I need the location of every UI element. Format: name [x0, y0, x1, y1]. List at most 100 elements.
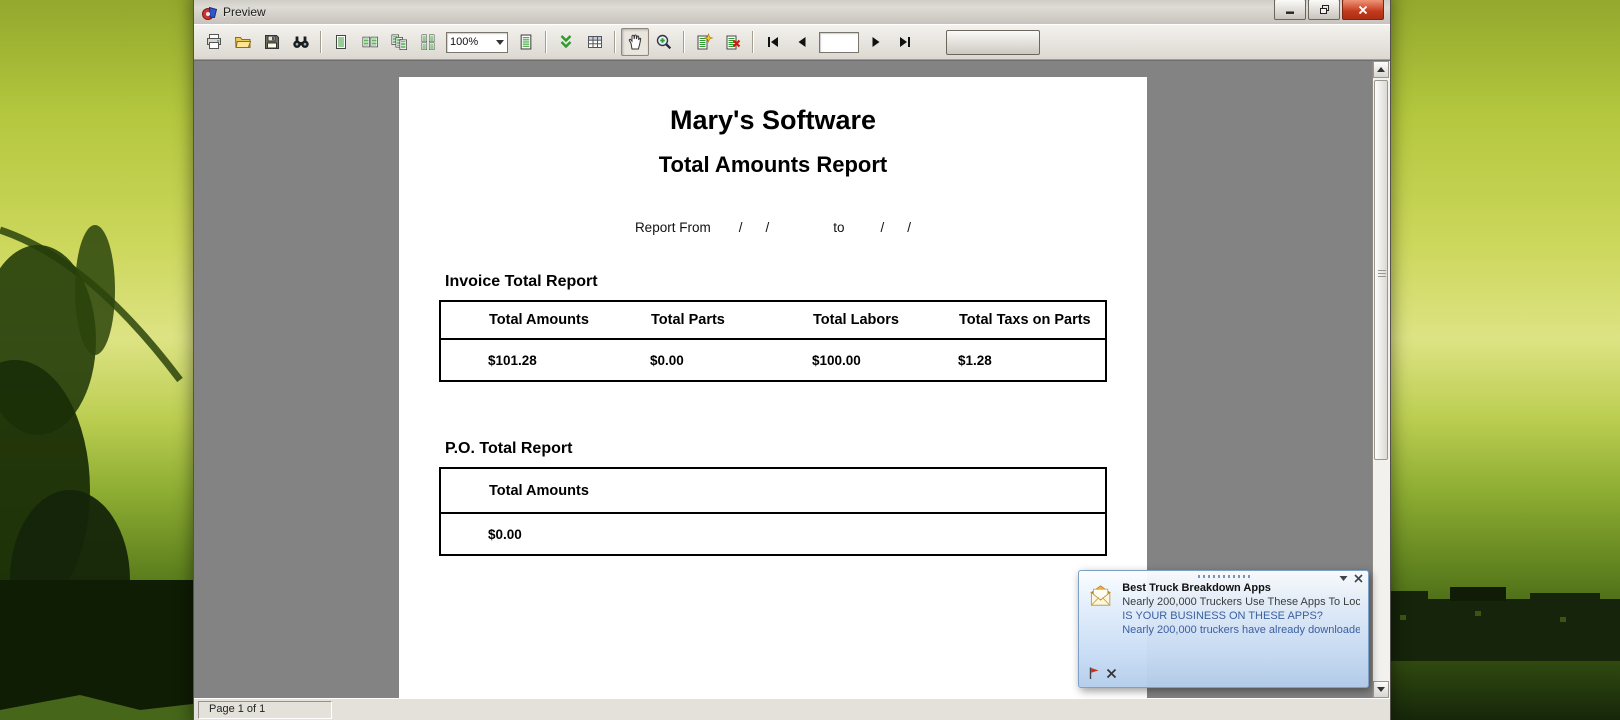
- toolbar: 100%: [194, 24, 1390, 60]
- toolbar-separator: [320, 31, 322, 53]
- page-number-input[interactable]: [819, 31, 859, 53]
- toast-controls: [1339, 574, 1363, 583]
- toast-message: Nearly 200,000 Truckers Use These Apps T…: [1122, 596, 1360, 608]
- print-button[interactable]: [200, 28, 228, 56]
- scrollbar-thumb[interactable]: [1374, 80, 1388, 460]
- report-page-button[interactable]: [512, 28, 540, 56]
- binoculars-icon: [293, 36, 309, 48]
- close-icon: [1358, 5, 1368, 14]
- delete-page-icon: [726, 35, 741, 50]
- column-header: Total Amounts: [489, 482, 589, 499]
- date-to-slash-2: /: [907, 220, 912, 235]
- page-setup-button[interactable]: [581, 28, 609, 56]
- window-controls: [1274, 0, 1384, 20]
- last-page-button[interactable]: [891, 28, 919, 56]
- add-page-icon: [697, 33, 713, 50]
- app-icon: [202, 6, 218, 20]
- report-date-range: Report From / / to / /: [399, 220, 1147, 235]
- hand-icon: [628, 34, 642, 50]
- toast-action-icons: [1088, 666, 1117, 680]
- toast-link-2[interactable]: Nearly 200,000 truckers have already dow…: [1122, 624, 1360, 636]
- delete-page-button[interactable]: [719, 28, 747, 56]
- window-titlebar[interactable]: Preview: [194, 0, 1390, 24]
- invoice-table-header: Total Amounts Total Parts Total Labors T…: [441, 302, 1105, 340]
- drag-handle[interactable]: [1197, 575, 1250, 578]
- scroll-down-button[interactable]: [552, 28, 580, 56]
- open-button[interactable]: [229, 28, 257, 56]
- toast-title: Best Truck Breakdown Apps: [1122, 582, 1271, 594]
- envelope-icon: [1090, 585, 1112, 606]
- date-range-label: Report From: [634, 220, 711, 235]
- toolbar-separator: [545, 31, 547, 53]
- minimize-button[interactable]: [1274, 0, 1306, 20]
- invoice-section-heading: Invoice Total Report: [445, 273, 598, 290]
- first-page-icon: [768, 37, 778, 47]
- zoom-in-tool-button[interactable]: [650, 28, 678, 56]
- toast-options-icon[interactable]: [1339, 575, 1348, 582]
- multi-page-view-icon: [391, 34, 407, 50]
- toast-link-1[interactable]: IS YOUR BUSINESS ON THESE APPS?: [1122, 610, 1323, 622]
- cell-value: $0.00: [488, 526, 522, 542]
- open-folder-icon: [234, 37, 252, 48]
- status-bar: Page 1 of 1: [194, 698, 1390, 720]
- arrow-up-icon: [1377, 67, 1385, 72]
- toolbar-wide-button[interactable]: [946, 29, 1040, 55]
- next-page-button[interactable]: [862, 28, 890, 56]
- toast-close-icon[interactable]: [1354, 574, 1363, 583]
- cell-value: $101.28: [488, 352, 537, 368]
- toolbar-separator: [752, 31, 754, 53]
- prev-page-icon: [798, 37, 806, 47]
- toolbar-separator: [614, 31, 616, 53]
- report-page-icon: [520, 34, 532, 50]
- vertical-scrollbar[interactable]: [1372, 61, 1390, 698]
- column-header: Total Taxs on Parts: [959, 312, 1091, 328]
- page-status: Page 1 of 1: [198, 701, 332, 719]
- toolbar-separator: [683, 31, 685, 53]
- close-button[interactable]: [1342, 0, 1384, 20]
- cell-value: $0.00: [650, 352, 684, 368]
- next-page-icon: [872, 37, 880, 47]
- zoom-select[interactable]: 100%: [446, 31, 508, 53]
- preview-window: Preview: [193, 0, 1391, 720]
- save-button[interactable]: [258, 28, 286, 56]
- two-page-view-button[interactable]: [356, 28, 384, 56]
- column-header: Total Labors: [813, 312, 899, 328]
- invoice-table-row: $101.28 $0.00 $100.00 $1.28: [441, 340, 1105, 380]
- find-button[interactable]: [287, 28, 315, 56]
- scrollbar-grip: [1378, 270, 1386, 277]
- single-page-view-button[interactable]: [327, 28, 355, 56]
- scroll-down-arrow-button[interactable]: [1373, 681, 1389, 698]
- cell-value: $100.00: [812, 352, 861, 368]
- save-icon: [265, 35, 279, 49]
- po-section-heading: P.O. Total Report: [445, 440, 573, 457]
- first-page-button[interactable]: [759, 28, 787, 56]
- scroll-up-button[interactable]: [1373, 61, 1389, 78]
- flag-icon[interactable]: [1088, 666, 1101, 680]
- window-title: Preview: [223, 5, 266, 19]
- date-to-slash-1: /: [880, 220, 885, 235]
- grid-page-view-button[interactable]: [414, 28, 442, 56]
- zoom-in-icon: [656, 34, 672, 50]
- chevron-down-icon: [496, 39, 504, 45]
- restore-button[interactable]: [1308, 0, 1340, 20]
- po-table-header: Total Amounts: [441, 469, 1105, 514]
- date-from-slash-2: /: [765, 220, 770, 235]
- add-page-button[interactable]: [690, 28, 718, 56]
- single-page-view-icon: [336, 35, 346, 49]
- toast-body: Best Truck Breakdown Apps Nearly 200,000…: [1079, 580, 1368, 636]
- multi-page-view-button[interactable]: [385, 28, 413, 56]
- print-icon: [207, 34, 221, 49]
- column-header: Total Amounts: [489, 312, 589, 328]
- date-to-label: to: [833, 220, 845, 235]
- prev-page-button[interactable]: [788, 28, 816, 56]
- cell-value: $1.28: [958, 352, 992, 368]
- last-page-icon: [900, 37, 910, 47]
- two-page-view-icon: [362, 36, 378, 48]
- grid-page-view-icon: [421, 34, 435, 50]
- restore-icon: [1319, 5, 1329, 14]
- minimize-icon: [1286, 11, 1294, 14]
- hand-tool-button[interactable]: [621, 28, 649, 56]
- delete-icon[interactable]: [1106, 668, 1117, 679]
- report-page: Mary's Software Total Amounts Report Rep…: [399, 77, 1147, 698]
